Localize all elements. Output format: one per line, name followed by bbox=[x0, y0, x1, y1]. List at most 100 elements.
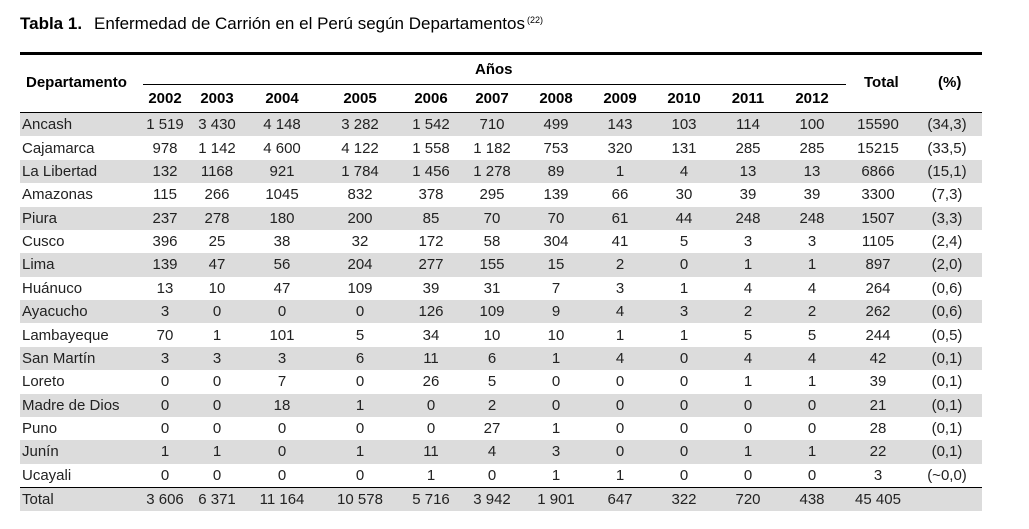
year-value-cell: 200 bbox=[318, 206, 402, 230]
year-value-cell: 1 bbox=[318, 393, 402, 417]
header-year: 2011 bbox=[731, 90, 765, 107]
row-total-cell: 262 bbox=[844, 300, 912, 324]
year-value-cell: 1045 bbox=[265, 186, 299, 204]
year-value-cell: 3 bbox=[524, 440, 588, 464]
year-value-cell: 978 bbox=[152, 139, 178, 157]
year-value-cell: 4 600 bbox=[263, 139, 301, 157]
table-row: Amazonas 115 266 1045 832 378 295 139 66 30 39 39 33… bbox=[20, 183, 982, 206]
year-value-cell: 0 bbox=[487, 466, 497, 484]
year-value-cell: 237 bbox=[142, 206, 188, 230]
year-value-cell: 0 bbox=[160, 373, 170, 391]
year-value-cell: 1 142 bbox=[198, 139, 236, 157]
department-name: Cajamarca bbox=[22, 139, 95, 157]
year-value-cell: 0 bbox=[780, 393, 844, 417]
table-number: Tabla 1. bbox=[20, 14, 83, 33]
year-value-cell: 921 bbox=[246, 159, 318, 184]
year-value-cell: 0 bbox=[743, 420, 753, 438]
year-value-cell: 248 bbox=[780, 206, 844, 230]
year-value-cell: 13 bbox=[156, 279, 174, 297]
year-value-cell: 115 bbox=[153, 186, 177, 204]
row-total-cell: 244 bbox=[865, 326, 891, 344]
year-value-cell: 0 bbox=[588, 393, 652, 417]
year-value-cell: 1 bbox=[716, 440, 780, 464]
department-name: Piura bbox=[20, 206, 142, 230]
year-value-cell: 0 bbox=[743, 466, 753, 484]
row-percent-cell: (0,1) bbox=[931, 373, 963, 391]
year-value-cell: 3 430 bbox=[188, 113, 246, 137]
year-value-cell: 3 282 bbox=[318, 113, 402, 137]
year-total-cell: 647 bbox=[588, 487, 652, 512]
row-total-cell: 264 bbox=[865, 279, 891, 297]
year-value-cell: 85 bbox=[402, 206, 460, 230]
year-value-cell: 4 148 bbox=[246, 113, 318, 137]
department-name: Ancash bbox=[20, 113, 142, 137]
year-total-cell: 322 bbox=[652, 487, 716, 512]
year-value-cell: 1 bbox=[551, 420, 561, 438]
year-value-cell: 10 bbox=[483, 326, 501, 344]
year-value-cell: 5 bbox=[487, 373, 497, 391]
header-departamento: Departamento bbox=[26, 74, 127, 91]
year-value-cell: 320 bbox=[607, 139, 633, 157]
table-row: San Martín 3 3 3 6 11 6 1 4 0 4 4 42 (0,1) bbox=[20, 346, 982, 371]
year-value-cell: 0 bbox=[652, 393, 716, 417]
year-value-cell: 304 bbox=[543, 233, 569, 251]
header-year: 2006 bbox=[414, 90, 448, 107]
year-value-cell: 0 bbox=[277, 466, 287, 484]
year-value-cell: 4 bbox=[588, 300, 652, 324]
year-value-cell: 41 bbox=[611, 233, 629, 251]
year-value-cell: 4 bbox=[743, 279, 753, 297]
year-value-cell: 32 bbox=[351, 233, 369, 251]
year-value-cell: 13 bbox=[780, 159, 844, 184]
year-total-cell: 11 164 bbox=[246, 487, 318, 512]
year-value-cell: 101 bbox=[269, 326, 295, 344]
year-value-cell: 109 bbox=[347, 279, 373, 297]
year-value-cell: 5 bbox=[807, 326, 817, 344]
department-name: Amazonas bbox=[22, 186, 93, 204]
year-total-cell: 3 942 bbox=[460, 487, 524, 512]
year-value-cell: 0 bbox=[807, 466, 817, 484]
year-value-cell: 204 bbox=[318, 253, 402, 277]
row-percent-cell: (0,1) bbox=[912, 440, 982, 464]
year-value-cell: 4 bbox=[807, 279, 817, 297]
row-percent-cell: (33,5) bbox=[927, 139, 967, 157]
year-value-cell: 0 bbox=[652, 346, 716, 371]
totals-percent-cell bbox=[912, 487, 982, 512]
department-name: Loreto bbox=[22, 373, 65, 391]
year-value-cell: 4 122 bbox=[341, 139, 379, 157]
year-value-cell: 378 bbox=[418, 186, 444, 204]
table-top-rule bbox=[20, 52, 982, 55]
year-value-cell: 26 bbox=[422, 373, 440, 391]
department-name: San Martín bbox=[20, 346, 142, 371]
year-value-cell: 0 bbox=[426, 420, 436, 438]
year-value-cell: 5 bbox=[355, 326, 365, 344]
header-anos: Años bbox=[475, 61, 513, 78]
year-value-cell: 3 bbox=[142, 346, 188, 371]
row-percent-cell: (2,4) bbox=[931, 233, 963, 251]
row-percent-cell: (0,5) bbox=[931, 326, 963, 344]
year-value-cell: 180 bbox=[246, 206, 318, 230]
year-value-cell: 39 bbox=[739, 186, 757, 204]
year-total-cell: 438 bbox=[780, 487, 844, 512]
year-value-cell: 832 bbox=[347, 186, 373, 204]
year-value-cell: 710 bbox=[460, 113, 524, 137]
year-value-cell: 31 bbox=[483, 279, 501, 297]
year-value-cell: 11 bbox=[402, 440, 460, 464]
header-year: 2004 bbox=[265, 90, 299, 107]
year-value-cell: 0 bbox=[160, 420, 170, 438]
year-value-cell: 25 bbox=[208, 233, 226, 251]
row-percent-cell: (7,3) bbox=[931, 186, 963, 204]
year-value-cell: 0 bbox=[142, 393, 188, 417]
year-value-cell: 131 bbox=[671, 139, 697, 157]
year-value-cell: 139 bbox=[543, 186, 569, 204]
row-total-cell: 3 bbox=[873, 466, 883, 484]
year-value-cell: 266 bbox=[204, 186, 230, 204]
year-value-cell: 0 bbox=[807, 420, 817, 438]
row-total-cell: 1105 bbox=[861, 233, 895, 251]
table-row: Piura 237 278 180 200 85 70 70 61 44 248 248 1507 (3,… bbox=[20, 206, 982, 230]
header-bottom-rule bbox=[20, 112, 982, 113]
totals-row: Total 3 606 6 371 11 164 10 578 5 716 3 942 1 9… bbox=[20, 487, 982, 512]
row-percent-cell: (2,0) bbox=[912, 253, 982, 277]
year-value-cell: 0 bbox=[318, 300, 402, 324]
department-name: Lambayeque bbox=[22, 326, 109, 344]
year-value-cell: 1 bbox=[716, 253, 780, 277]
